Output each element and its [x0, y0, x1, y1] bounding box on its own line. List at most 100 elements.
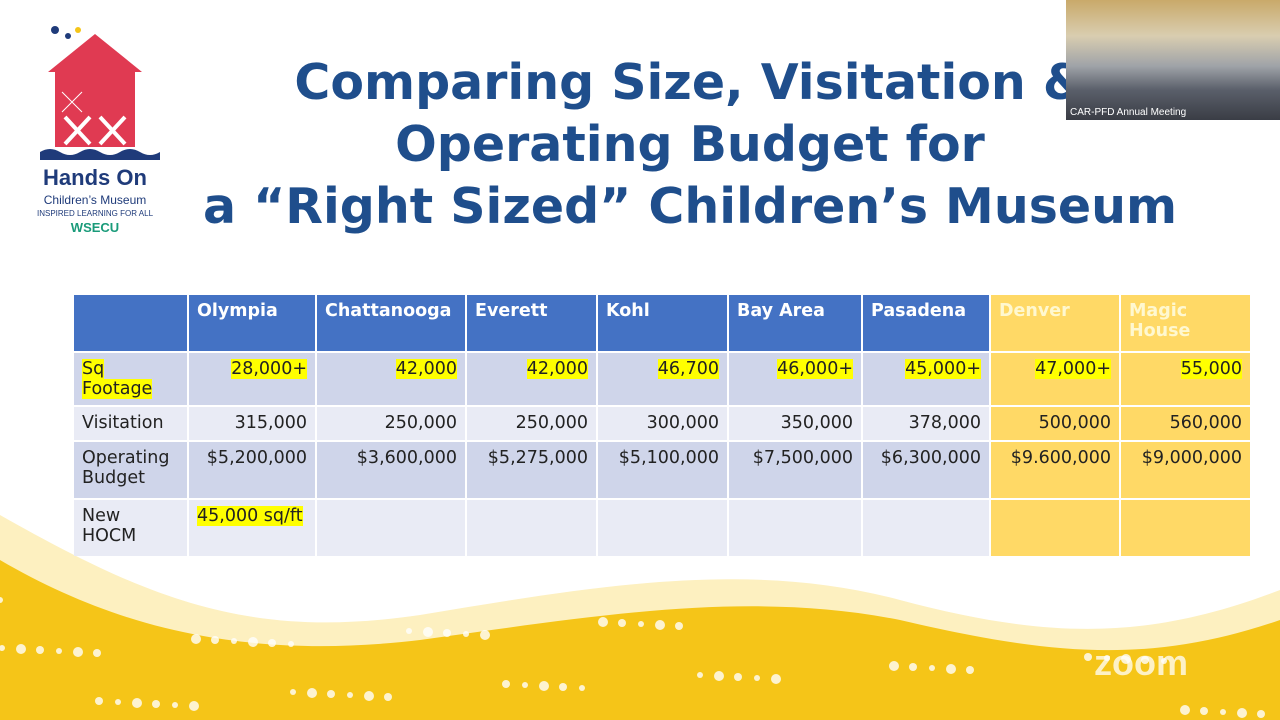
- table-row: New HOCM 45,000 sq/ft: [74, 500, 1250, 556]
- star-decoration: [714, 671, 724, 681]
- star-decoration: [288, 641, 294, 647]
- star-decoration: [36, 646, 44, 654]
- star-decoration: [559, 683, 567, 691]
- star-decoration: [1084, 653, 1092, 661]
- cell: [729, 500, 861, 556]
- star-decoration: [191, 634, 201, 644]
- video-label: CAR-PFD Annual Meeting: [1070, 107, 1187, 118]
- star-decoration: [1121, 654, 1131, 664]
- row-label: Visitation: [74, 407, 187, 440]
- comparison-table: Olympia Chattanooga Everett Kohl Bay Are…: [72, 293, 1252, 558]
- star-decoration: [443, 629, 451, 637]
- cell: 315,000: [189, 407, 315, 440]
- star-decoration: [290, 689, 296, 695]
- star-decoration: [73, 647, 83, 657]
- star-decoration: [1257, 710, 1265, 718]
- cell: $9,000,000: [1121, 442, 1250, 498]
- cell: 500,000: [991, 407, 1119, 440]
- cell: 46,700: [598, 353, 727, 405]
- star-decoration: [966, 666, 974, 674]
- row-label: New HOCM: [74, 500, 187, 556]
- star-decoration: [598, 617, 608, 627]
- cell: [1121, 500, 1250, 556]
- cell: 46,000+: [729, 353, 861, 405]
- star-decoration: [268, 639, 276, 647]
- star-decoration: [152, 700, 160, 708]
- star-decoration: [579, 685, 585, 691]
- cell: 45,000 sq/ft: [189, 500, 315, 556]
- table-row: Visitation 315,000 250,000 250,000 300,0…: [74, 407, 1250, 440]
- cell: $5,275,000: [467, 442, 596, 498]
- logo-sponsor: WSECU: [70, 220, 120, 235]
- star-decoration: [618, 619, 626, 627]
- cell: 45,000+: [863, 353, 989, 405]
- cell: [598, 500, 727, 556]
- header-cell: Everett: [467, 295, 596, 351]
- star-decoration: [0, 645, 5, 651]
- star-decoration: [638, 621, 644, 627]
- row-label: Sq Footage: [74, 353, 187, 405]
- cell: $5,100,000: [598, 442, 727, 498]
- title-line: Comparing Size, Visitation &: [294, 54, 1086, 111]
- star-decoration: [889, 661, 899, 671]
- row-label: Operating Budget: [74, 442, 187, 498]
- cell: 55,000: [1121, 353, 1250, 405]
- star-decoration: [1141, 656, 1149, 664]
- star-decoration: [347, 692, 353, 698]
- star-decoration: [95, 697, 103, 705]
- participant-video[interactable]: CAR-PFD Annual Meeting: [1066, 0, 1280, 120]
- star-decoration: [463, 631, 469, 637]
- star-decoration: [1045, 604, 1051, 610]
- star-decoration: [754, 675, 760, 681]
- cell: 28,000+: [189, 353, 315, 405]
- cell: [991, 500, 1119, 556]
- star-decoration: [946, 664, 956, 674]
- cell: [467, 500, 596, 556]
- star-decoration: [211, 636, 219, 644]
- zoom-watermark: zoom: [1094, 642, 1188, 683]
- cell: 42,000: [317, 353, 465, 405]
- star-decoration: [1180, 705, 1190, 715]
- cell: 250,000: [467, 407, 596, 440]
- star-decoration: [132, 698, 142, 708]
- cell: $7,500,000: [729, 442, 861, 498]
- star-decoration: [115, 699, 121, 705]
- title-line: a “Right Sized” Children’s Museum: [202, 178, 1178, 235]
- cell: 42,000: [467, 353, 596, 405]
- cell: [317, 500, 465, 556]
- cell: 560,000: [1121, 407, 1250, 440]
- header-cell: Pasadena: [863, 295, 989, 351]
- cell: [863, 500, 989, 556]
- header-cell: [74, 295, 187, 351]
- star-decoration: [909, 663, 917, 671]
- cell: $9.600,000: [991, 442, 1119, 498]
- cell: 350,000: [729, 407, 861, 440]
- cell: $3,600,000: [317, 442, 465, 498]
- star-decoration: [1161, 658, 1167, 664]
- logo-name: Hands On: [43, 165, 147, 190]
- star-decoration: [172, 702, 178, 708]
- header-cell: Kohl: [598, 295, 727, 351]
- title-line: Operating Budget for: [395, 116, 985, 173]
- star-decoration: [1005, 600, 1015, 610]
- star-decoration: [56, 648, 62, 654]
- table-row: Sq Footage 28,000+ 42,000 42,000 46,700 …: [74, 353, 1250, 405]
- star-decoration: [522, 682, 528, 688]
- slide-title: Comparing Size, Visitation & Operating B…: [200, 52, 1180, 238]
- star-decoration: [364, 691, 374, 701]
- star-decoration: [655, 620, 665, 630]
- header-cell: Bay Area: [729, 295, 861, 351]
- star-decoration: [1237, 708, 1247, 718]
- star-decoration: [189, 701, 199, 711]
- star-decoration: [929, 665, 935, 671]
- cell: $6,300,000: [863, 442, 989, 498]
- star-decoration: [1200, 707, 1208, 715]
- star-decoration: [480, 630, 490, 640]
- star-decoration: [248, 637, 258, 647]
- star-decoration: [423, 627, 433, 637]
- cell: 250,000: [317, 407, 465, 440]
- header-cell: Chattanooga: [317, 295, 465, 351]
- cell: 378,000: [863, 407, 989, 440]
- star-decoration: [307, 688, 317, 698]
